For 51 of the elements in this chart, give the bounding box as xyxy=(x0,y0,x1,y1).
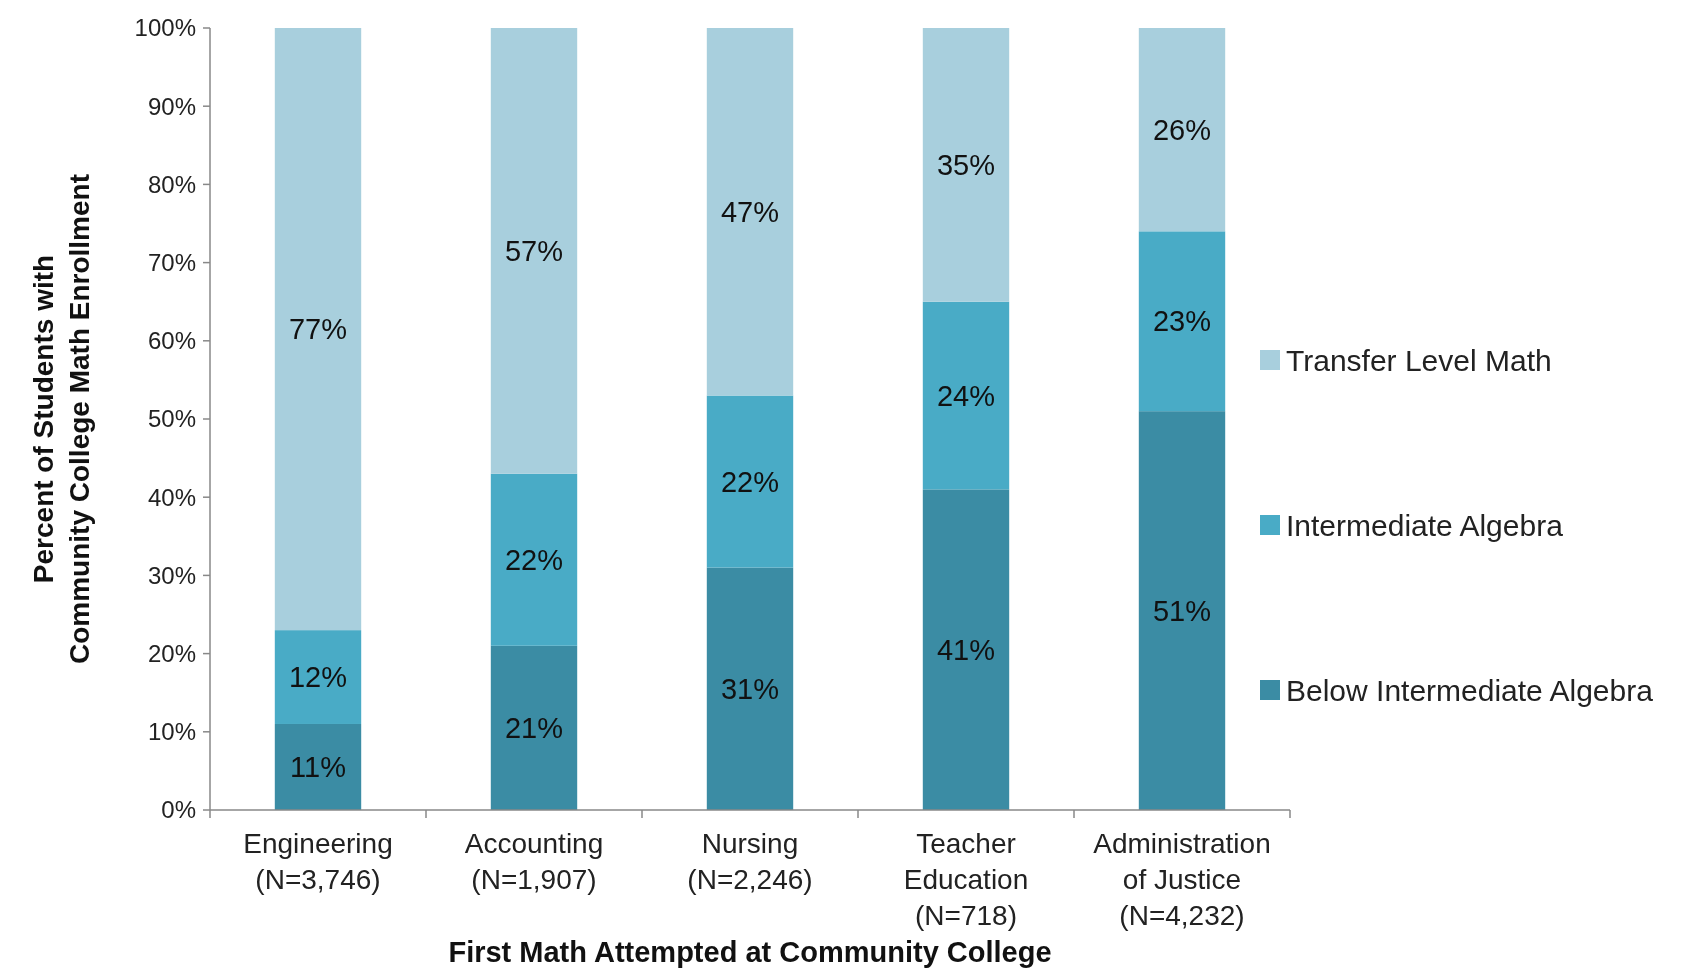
bar xyxy=(1138,231,1226,412)
y-tick-label: 70% xyxy=(147,249,196,276)
x-tick-label: Teacher Education (N=718) xyxy=(903,828,1029,931)
y-tick-label: 20% xyxy=(147,640,196,667)
data-label: 22% xyxy=(504,543,564,576)
x-tick-label: Administration of Justice (N=4,232) xyxy=(1093,828,1271,931)
x-axis-title: First Math Attempted at Community College xyxy=(448,936,1052,968)
bar xyxy=(1138,411,1226,810)
legend-label: Intermediate Algebra xyxy=(1286,508,1564,542)
data-label: 11% xyxy=(290,751,346,784)
y-axis-title: Percent of Students with Community College Math Enrollment xyxy=(28,173,95,665)
y-tick-label: 0% xyxy=(161,796,196,824)
data-label: 23% xyxy=(1152,305,1212,338)
data-label: 31% xyxy=(720,672,780,705)
legend-label: Below Intermediate Algebra xyxy=(1286,673,1654,707)
bar xyxy=(706,567,794,810)
bar xyxy=(274,723,362,810)
data-label: 47% xyxy=(720,195,780,228)
data-label: 77% xyxy=(288,313,348,346)
y-tick-label: 100% xyxy=(134,14,196,42)
data-label: 41% xyxy=(936,633,996,666)
x-tick-label: Accounting (N=1,907) xyxy=(464,828,604,895)
y-tick-label: 80% xyxy=(147,170,196,198)
x-tick-label: Nursing (N=2,246) xyxy=(687,828,813,895)
bar xyxy=(490,473,578,646)
x-tick-label: Engineering (N=3,746) xyxy=(243,828,393,895)
bar xyxy=(706,395,794,568)
bar xyxy=(490,28,578,474)
y-tick-label: 90% xyxy=(147,92,196,120)
y-tick-label: 50% xyxy=(147,405,196,433)
y-tick-label: 60% xyxy=(147,327,196,355)
data-label: 24% xyxy=(936,379,996,412)
data-label: 26% xyxy=(1152,113,1212,146)
data-label: 21% xyxy=(504,712,564,745)
bar xyxy=(706,28,794,396)
data-label: 51% xyxy=(1152,594,1212,627)
y-tick-label: 40% xyxy=(147,483,196,511)
y-tick-label: 30% xyxy=(147,561,196,589)
bar xyxy=(922,28,1010,302)
bar xyxy=(274,630,362,724)
legend-label: Transfer Level Math xyxy=(1286,343,1552,377)
bar xyxy=(274,28,362,631)
bar xyxy=(922,489,1010,810)
y-tick-label: 10% xyxy=(147,718,196,746)
data-label: 12% xyxy=(288,661,348,694)
data-label: 22% xyxy=(720,465,780,498)
bar xyxy=(922,301,1010,490)
data-label: 57% xyxy=(504,235,564,268)
bar xyxy=(1138,28,1226,232)
bar xyxy=(490,645,578,810)
data-label: 35% xyxy=(936,149,996,181)
